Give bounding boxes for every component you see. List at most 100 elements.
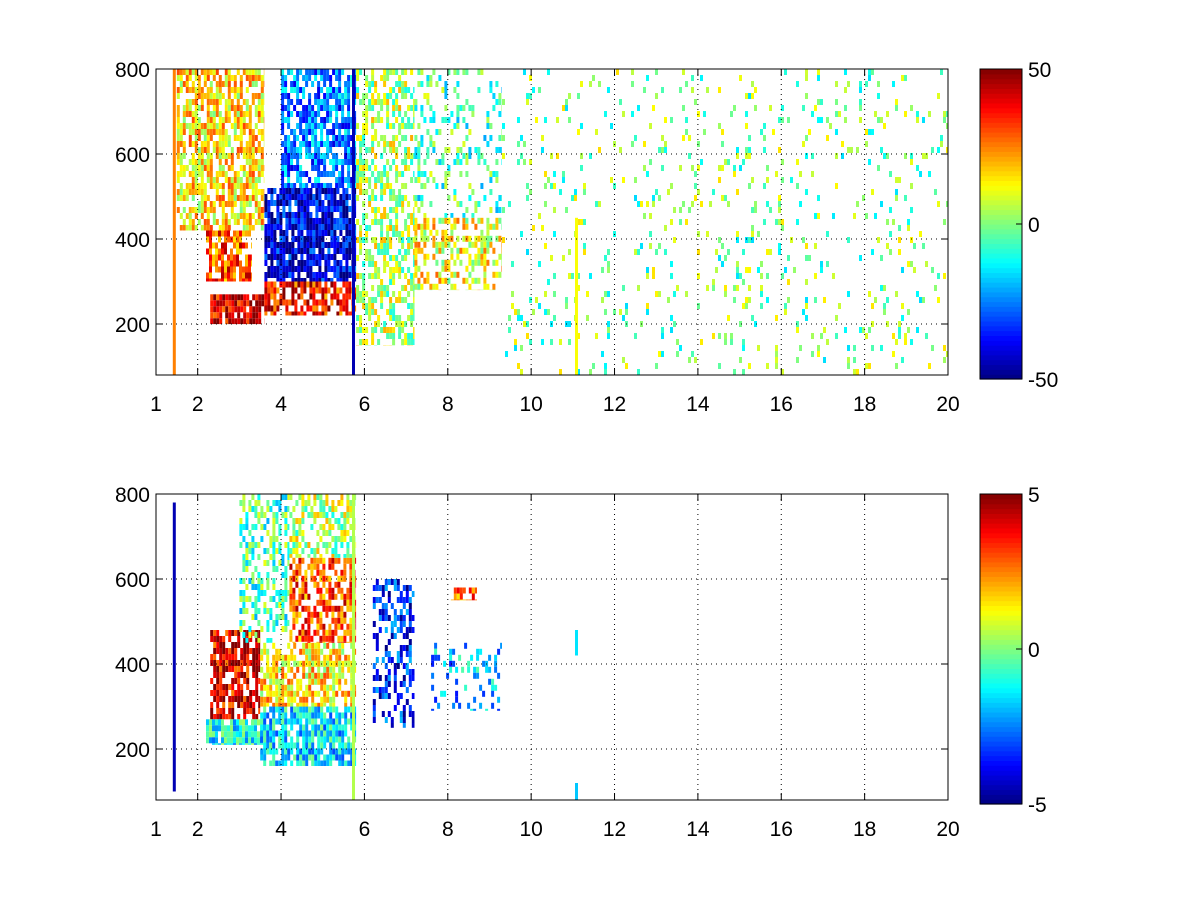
heatmap-cell (272, 530, 276, 536)
heatmap-cell (302, 742, 306, 749)
heatmap-cell (402, 633, 406, 639)
heatmap-cell (334, 506, 338, 512)
heatmap-cell (718, 87, 721, 93)
heatmap-streak (352, 494, 355, 800)
heatmap-cell (329, 654, 333, 661)
x-tick-label: 14 (686, 818, 710, 841)
heatmap-cell (278, 690, 282, 697)
heatmap-cell (298, 587, 302, 594)
heatmap-cell (239, 105, 243, 111)
heatmap-cell (874, 297, 877, 303)
heatmap-cell (185, 87, 189, 93)
heatmap-cell (456, 247, 460, 254)
heatmap-cell (328, 542, 332, 548)
heatmap-cell (464, 642, 468, 649)
heatmap-cell (697, 141, 700, 147)
heatmap-cell (212, 278, 215, 282)
heatmap-cell (339, 272, 343, 278)
heatmap-cell (375, 645, 379, 651)
heatmap-cell (489, 235, 493, 242)
heatmap-cell (465, 265, 469, 272)
heatmap-cell (296, 684, 300, 691)
heatmap-cell (318, 287, 322, 294)
heatmap-cell (314, 141, 318, 147)
heatmap-cell (213, 306, 217, 313)
heatmap-cell (495, 99, 499, 105)
heatmap-cell (266, 672, 270, 679)
heatmap-cell (239, 207, 243, 213)
heatmap-cell (245, 254, 248, 261)
heatmap-cell (251, 93, 255, 99)
heatmap-cell (383, 165, 387, 171)
heatmap-cell (251, 260, 252, 267)
heatmap-cell (362, 213, 366, 219)
heatmap-cell (242, 560, 246, 566)
heatmap-cell (444, 183, 448, 189)
heatmap-cell (267, 212, 271, 218)
heatmap-cell (387, 639, 391, 645)
heatmap-cell (871, 189, 874, 195)
heatmap-cell (368, 195, 372, 201)
heatmap-cell (227, 135, 231, 141)
heatmap-cell (266, 724, 270, 731)
heatmap-cell (417, 247, 421, 254)
heatmap-cell (414, 229, 418, 236)
heatmap-cell (359, 69, 363, 75)
heatmap-cell (240, 672, 244, 678)
heatmap-cell (251, 242, 252, 249)
heatmap-cell (320, 718, 324, 725)
heatmap-cell (315, 224, 319, 230)
heatmap-cell (269, 678, 273, 685)
heatmap-cell (751, 225, 754, 231)
heatmap-cell (489, 87, 493, 93)
heatmap-cell (290, 690, 294, 697)
heatmap-cell (240, 318, 244, 325)
heatmap-cell (275, 696, 279, 703)
heatmap-cell (805, 93, 808, 99)
heatmap-cell (736, 153, 739, 159)
heatmap-cell (263, 718, 267, 725)
heatmap-cell (354, 266, 357, 272)
heatmap-cell (242, 213, 246, 219)
heatmap-cell (182, 207, 186, 213)
heatmap-cell (483, 135, 487, 141)
heatmap-cell (766, 249, 769, 255)
heatmap-cell (263, 724, 267, 731)
heatmap-cell (338, 183, 342, 188)
heatmap-cell (331, 605, 335, 612)
heatmap-cell (613, 183, 616, 189)
heatmap-cell (324, 260, 328, 266)
heatmap-cell (401, 201, 405, 207)
heatmap-cell (317, 105, 321, 111)
heatmap-cell (922, 297, 925, 303)
heatmap-cell (305, 75, 309, 81)
heatmap-cell (495, 147, 499, 153)
heatmap-cell (264, 278, 268, 282)
heatmap-cell (381, 615, 385, 621)
heatmap-cell (336, 200, 340, 206)
heatmap-cell (477, 259, 481, 266)
heatmap-cell (276, 218, 280, 224)
heatmap-cell (766, 177, 769, 183)
heatmap-cell (188, 141, 192, 147)
heatmap-cell (282, 254, 286, 260)
heatmap-cell (595, 129, 598, 135)
heatmap-cell (215, 266, 218, 273)
heatmap-cell (333, 206, 337, 212)
heatmap-cell (483, 277, 487, 284)
heatmap-cell (404, 81, 408, 87)
heatmap-cell (260, 590, 264, 596)
heatmap-cell (943, 345, 946, 351)
heatmap-cell (465, 159, 469, 165)
heatmap-cell (820, 333, 823, 339)
heatmap-cell (479, 684, 483, 691)
heatmap-cell (405, 645, 409, 651)
heatmap-cell (260, 654, 264, 661)
colorbar-tick-label: 0 (1028, 214, 1040, 237)
heatmap-cell (326, 105, 330, 111)
heatmap-cell (468, 587, 472, 594)
heatmap-cell (209, 99, 213, 105)
heatmap-cell (410, 279, 414, 285)
heatmap-cell (245, 153, 249, 159)
heatmap-cell (404, 111, 408, 117)
